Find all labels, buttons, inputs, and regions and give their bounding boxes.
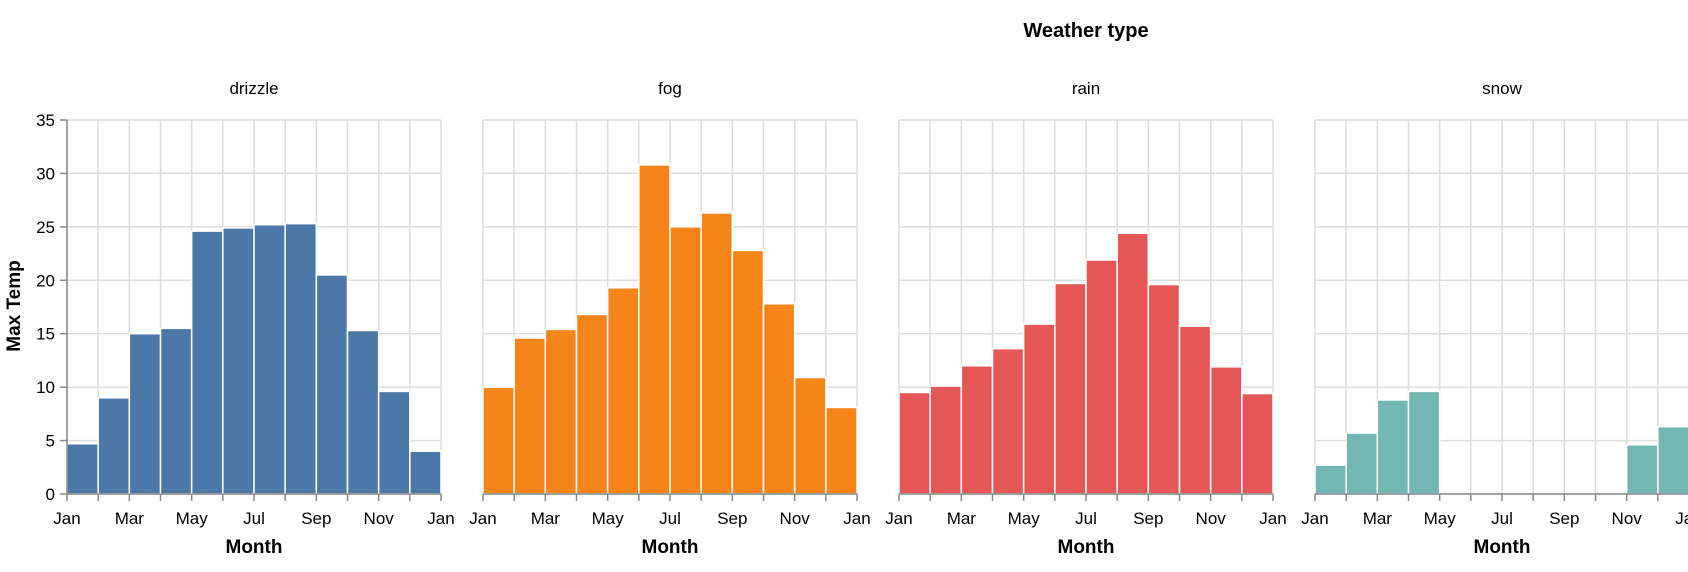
x-tick-label: Sep [717,509,747,528]
facets: drizzle Jan Mar May Jul Sep Nov Jan Month 0 5 10 15 2… [36,79,1688,558]
x-tick-label: Jan [427,509,454,528]
bar-rain-dec [1241,392,1274,495]
bar-drizzle-may [190,230,224,495]
y-tick-label: 15 [36,325,55,344]
x-tick-label: Sep [301,509,331,528]
bar-drizzle-oct [346,329,380,495]
bar-snow-mar [1376,399,1410,495]
bar-fog-jan [482,386,515,495]
x-tick-label: Jan [843,509,870,528]
bar-drizzle-aug [284,222,318,495]
bar-rain-apr [991,347,1025,495]
y-tick-label: 30 [36,164,55,183]
y-tick-label: 25 [36,218,55,237]
bar-drizzle-jun [222,227,255,495]
x-tick-label: Nov [780,509,811,528]
facet-label: snow [1482,79,1522,98]
x-tick-label: Jul [1491,509,1513,528]
facet-fog: fog Jan Mar May Jul Sep Nov Jan Month [469,79,870,558]
bar-rain-feb [929,385,963,495]
bar-rain-mar [960,365,994,495]
y-axis-title: Max Temp [4,260,25,352]
bar-snow-dec [1657,425,1688,495]
bar-drizzle-jan [66,443,99,495]
bar-rain-jul [1085,259,1118,495]
x-tick-label: Sep [1133,509,1163,528]
bar-drizzle-sep [315,274,349,495]
bar-drizzle-mar [128,332,162,495]
facet-label: rain [1072,79,1100,98]
x-axis-title: Month [1058,537,1115,558]
facet-drizzle: drizzle Jan Mar May Jul Sep Nov Jan Month 0 5 10 15 2… [36,79,455,558]
x-tick-label: Jan [1259,509,1286,528]
x-tick-label: Nov [1196,509,1227,528]
bar-drizzle-dec [409,450,442,495]
bar-fog-jun [638,164,671,495]
bar-snow-feb [1345,432,1379,495]
facet-label: drizzle [229,79,278,98]
x-tick-label: Nov [364,509,395,528]
facet-rain: rain Jan Mar May Jul Sep Nov Jan Month [885,79,1286,558]
bar-fog-oct [762,303,796,495]
bar-drizzle-jul [253,223,286,495]
y-tick-label: 10 [36,378,55,397]
x-tick-label: May [1424,509,1457,528]
bar-fog-mar [544,328,578,495]
bar-drizzle-apr [159,327,193,495]
bar-fog-apr [575,313,609,495]
x-tick-label: Jan [1301,509,1328,528]
bar-drizzle-feb [97,397,131,495]
bar-rain-jun [1054,282,1087,495]
bar-fog-sep [731,249,765,495]
bar-rain-sep [1147,283,1181,495]
chart-title: Weather type [1023,20,1148,42]
x-tick-label: Sep [1549,509,1579,528]
bar-fog-jul [669,226,702,495]
x-tick-label: May [1008,509,1041,528]
y-tick-label: 5 [46,432,55,451]
bar-rain-jan [898,391,931,495]
facet-label: fog [658,79,682,98]
x-axis-title: Month [642,537,699,558]
x-tick-label: Jan [469,509,496,528]
x-axis-title: Month [1474,537,1531,558]
x-tick-label: Mar [1363,509,1393,528]
x-axis-title: Month [226,537,283,558]
y-tick-label: 35 [36,111,55,130]
x-tick-label: Jan [53,509,80,528]
x-tick-label: Jan [885,509,912,528]
y-tick-label: 0 [46,485,55,504]
x-tick-label: Jul [659,509,681,528]
x-tick-label: Mar [115,509,145,528]
bar-fog-aug [700,212,734,495]
x-tick-label: Nov [1612,509,1643,528]
bar-fog-dec [825,406,858,495]
bar-drizzle-nov [377,390,411,495]
x-tick-label: May [592,509,625,528]
bar-rain-may [1022,323,1056,495]
facet-snow: snow Jan Mar May Jul Sep Nov Jan Month [1301,79,1688,558]
bar-rain-aug [1116,232,1150,495]
x-tick-label: Jan [1675,509,1688,528]
bar-snow-apr [1407,390,1441,495]
bar-snow-jan [1314,464,1347,495]
x-tick-label: May [176,509,209,528]
bar-rain-oct [1178,325,1212,495]
x-tick-label: Jul [1075,509,1097,528]
bar-fog-nov [793,376,827,495]
y-tick-label: 20 [36,271,55,290]
bar-fog-feb [513,337,547,495]
bar-fog-may [606,287,640,495]
x-tick-label: Mar [947,509,977,528]
bar-snow-nov [1625,444,1659,495]
bar-rain-nov [1209,366,1243,495]
x-tick-label: Jul [243,509,265,528]
x-tick-label: Mar [531,509,561,528]
